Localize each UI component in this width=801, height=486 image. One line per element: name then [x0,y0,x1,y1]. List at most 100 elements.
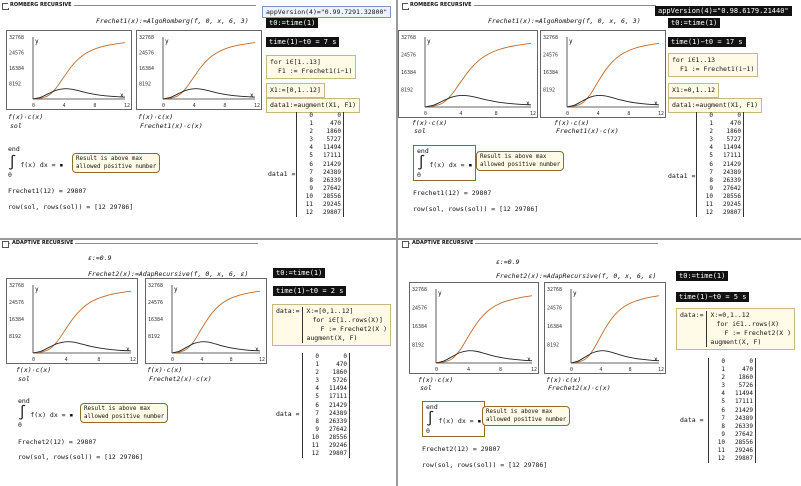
plot-canvas: 32768 24576 16384 8192 0 4 8 12 y x [148,283,265,363]
data1-matrix[interactable]: 0 0 1 470 2 1860 3 5727 4 11494 5 17111 6 21429 7 24389… [296,112,344,218]
data1-assign[interactable]: data1:=augment(X1, F1) [668,98,763,113]
matrix-value: 470 [742,366,753,374]
plot-frechet2[interactable]: 32768 24576 16384 8192 0 4 8 12 y x [544,282,666,374]
elapsed-time[interactable]: time(1)−t0 = 2 s [273,286,347,296]
matrix-index: 2 [315,369,319,377]
frechet2-definition[interactable]: Frechet2(x):=AdapRecursive(f, 0, x, 6, ε… [88,270,249,278]
matrix-index: 7 [709,168,713,176]
matrix-row: 3 5726 [305,377,347,385]
loop-body: F1 := Frechet1(i−1) [680,65,755,73]
row-sol[interactable]: row(sol, rows(sol)) = [12 29786] [8,203,134,211]
vertical-divider[interactable] [396,0,398,486]
data-program[interactable]: data:= X:=0,1..12 for i∈1..rows(X) F := … [676,308,796,350]
matrix-row: 1 470 [711,366,753,374]
data-label: data:= [680,311,704,319]
series-line-f [32,290,132,354]
data-matrix[interactable]: 0 0 1 470 2 1860 3 5726 4 11494 5 17111 6 21429 7 24389… [708,358,756,464]
data1-label: data1 = [668,172,696,180]
loop-block[interactable]: for i∈[1..13] F1 := Frechet1(i−1) [266,55,357,79]
matrix-row: 4 11494 [699,144,741,152]
series-line-f [566,42,660,108]
region-toggle-icon[interactable] [2,241,9,248]
app-version[interactable]: appVersion(4)="0.98.6179.21440" [655,6,792,16]
integral-lower: 0 [417,171,421,179]
x-tick-label: 8 [495,111,498,117]
region-toggle-icon[interactable] [402,241,409,248]
row-sol[interactable]: row(sol, rows(sol)) = [12 29786] [422,461,548,469]
matrix-index: 5 [709,152,713,160]
plot-legend-2: sol [420,384,432,392]
elapsed-time[interactable]: time(1)−t0 = 5 s [676,292,750,302]
series-line-sol [424,94,532,108]
frechet1-definition[interactable]: Frechet1(x):=AlgoRomberg(f, 0, x, 6, 3) [96,17,249,25]
data-matrix[interactable]: 0 0 1 470 2 1860 3 5726 4 11494 5 17111 6 21429 7 24389… [302,353,350,459]
t0-assign[interactable]: t0:=time(1) [668,18,721,28]
matrix-index: 11 [311,442,319,450]
matrix-row: 4 11494 [711,390,753,398]
x-tick-label: 8 [93,103,96,109]
frechet2-12[interactable]: Frechet2(12) = 29807 [422,445,501,453]
matrix-value: 21429 [322,160,341,168]
frechet1-definition[interactable]: Frechet1(x):=AlgoRomberg(f, 0, x, 6, 3) [488,17,641,25]
matrix-value: 5727 [726,136,741,144]
matrix-index: 4 [309,144,313,152]
x1-assign[interactable]: X1:=[0,1..12] [266,83,325,98]
plot-frechet1[interactable]: 32768 24576 16384 8192 0 4 8 12 y x [136,30,262,110]
frechet1-12[interactable]: Frechet1(12) = 29807 [413,189,492,197]
data-program[interactable]: data:= X:=[0,1..12] for i∈[1..rows(X)] F… [272,304,392,346]
plot-legend-1: f(x)·c(x) [412,119,448,127]
data1-assign[interactable]: data1:=augment(X1, F1) [266,98,361,113]
matrix-value: 29807 [734,455,753,463]
integral-block[interactable]: end ∫ f(x) dx = ▪ 0 [413,145,477,181]
plot-frechet1[interactable]: 32768 24576 16384 8192 0 4 8 12 y x [540,30,666,118]
region-adaptive-left[interactable]: ADAPTIVE RECURSIVE [2,240,258,250]
matrix-index: 10 [305,192,313,200]
region-romberg-right[interactable]: ROMBERG RECURSIVE [402,2,656,12]
matrix-value: 29246 [734,447,753,455]
t0-assign[interactable]: t0:=time(1) [676,271,729,281]
integral-block[interactable]: end ∫ f(x) dx = ▪ 0 [422,401,486,437]
region-romberg-left[interactable]: ROMBERG RECURSIVE [2,2,256,12]
matrix-value: 11494 [328,385,347,393]
frechet2-12[interactable]: Frechet2(12) = 29807 [18,438,97,446]
plot-sol[interactable]: 32768 24576 16384 8192 0 4 8 12 y x [6,278,138,364]
y-tick-label: 8192 [148,334,160,340]
frechet1-12[interactable]: Frechet1(12) = 29807 [8,187,87,195]
matrix-row: 5 17111 [711,398,753,406]
matrix-row: 11 29246 [305,442,347,450]
region-adaptive-right[interactable]: ADAPTIVE RECURSIVE [402,240,658,250]
integral-block[interactable]: end ∫ f(x) dx = ▪ 0 [18,397,73,429]
t0-assign[interactable]: t0:=time(1) [273,268,326,278]
y-tick-label: 32768 [9,35,24,41]
t0-assign[interactable]: t0:=time(1) [266,18,319,28]
epsilon-assign[interactable]: ε:=0.9 [88,254,112,262]
loop-block[interactable]: for i∈1..13 F1 := Frechet1(i−1) [668,53,759,77]
elapsed-time[interactable]: time(1)−t0 = 7 s [266,37,340,47]
elapsed-time[interactable]: time(1)−t0 = 17 s [668,37,746,47]
matrix-value: 11494 [734,390,753,398]
y-tick-label: 16384 [543,70,558,76]
plot-sol[interactable]: 32768 24576 16384 8192 0 4 8 12 y x [398,30,538,118]
plot-legend-2: Frechet1(x)·c(x) [556,127,619,135]
matrix-row: 4 11494 [299,144,341,152]
row-sol[interactable]: row(sol, rows(sol)) = [12 29786] [18,453,144,461]
x-axis-label: x [126,346,130,353]
plot-sol[interactable]: 32768 24576 16384 8192 0 4 8 12 y x [6,30,132,110]
app-version[interactable]: appVersion(4)="0.99.7291.32800" [262,6,392,18]
x1-assign[interactable]: X1:=0,1..12 [668,83,720,98]
matrix-row: 11 29245 [699,201,741,209]
plot-sol[interactable]: 32768 24576 16384 8192 0 4 8 12 y x [409,282,539,374]
y-axis-label: y [438,290,442,297]
matrix-value: 28556 [328,433,347,441]
epsilon-assign[interactable]: ε:=0.9 [496,258,520,266]
horizontal-divider[interactable] [0,238,801,240]
data1-matrix[interactable]: 0 0 1 470 2 1860 3 5727 4 11494 5 17111 6 21429 7 24389… [696,112,744,218]
y-tick-label: 16384 [139,66,154,72]
integral-sign-icon: ∫ [18,405,27,421]
frechet2-definition[interactable]: Frechet2(x):=AdapRecursive(f, 0, x, 6, ε… [496,272,657,280]
x-tick-label: 0 [171,357,174,363]
integral-block[interactable]: end ∫ f(x) dx = ▪ 0 [8,145,63,179]
plot-frechet2[interactable]: 32768 24576 16384 8192 0 4 8 12 y x [145,278,267,364]
row-sol[interactable]: row(sol, rows(sol)) = [12 29786] [413,205,539,213]
